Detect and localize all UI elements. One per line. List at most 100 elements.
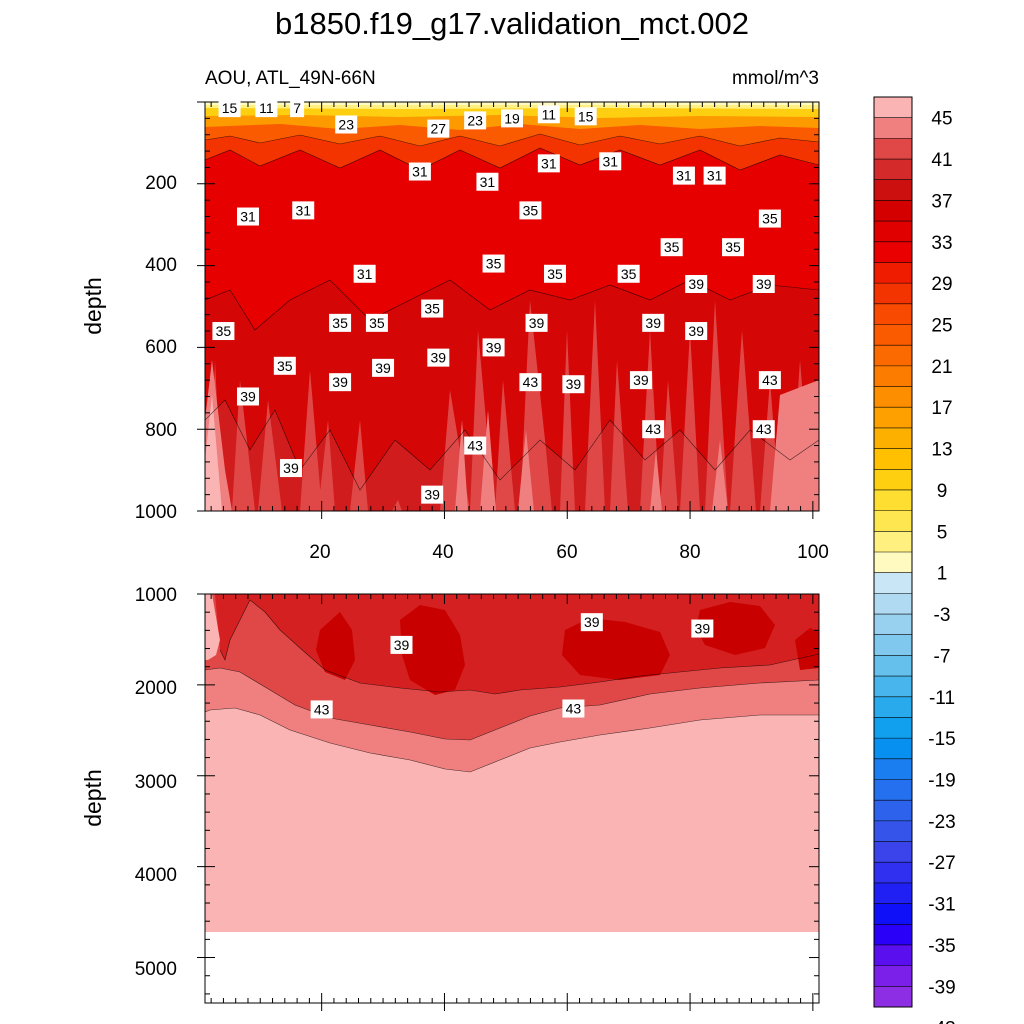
contour-label: 7 xyxy=(290,99,305,118)
contour-label: 39 xyxy=(390,635,413,654)
contour-label-text: 19 xyxy=(504,110,520,126)
contour-label-box xyxy=(574,107,597,126)
contour-label-box xyxy=(672,166,695,185)
contour-label: 23 xyxy=(335,115,358,134)
upper-contour-labels: 15 11 7 23 27 23 19 11 15 31 31 31 31 31 31 31 31 35 35 35 3… xyxy=(212,99,781,504)
contour-label: 31 xyxy=(599,152,622,171)
colorbar: 45 41 37 33 29 25 21 17 13 9 5 1 -3 -7 -11 -15 -19 -23 -27… xyxy=(873,96,956,1024)
colorbar-swatch xyxy=(874,903,912,925)
contour-label-text: 39 xyxy=(486,339,502,355)
y-tick-label: 1000 xyxy=(135,502,177,523)
contour-label-text: 35 xyxy=(277,358,293,374)
colorbar-swatch xyxy=(874,489,912,511)
colorbar-swatch xyxy=(874,159,912,181)
contour-label-box xyxy=(464,111,487,130)
contour-label-text: 39 xyxy=(688,323,704,339)
colorbar-swatch xyxy=(874,552,912,573)
contour-label: 31 xyxy=(703,166,726,185)
contour-label: 39 xyxy=(525,313,548,332)
contour-label-box xyxy=(236,207,259,226)
contour-label-text: 39 xyxy=(695,621,711,637)
contour-label: 35 xyxy=(758,209,781,228)
y-tick-label: 3000 xyxy=(135,772,177,793)
contour-label-box xyxy=(218,99,241,118)
contour-label: 35 xyxy=(660,238,683,257)
contour-label-text: 43 xyxy=(566,701,582,717)
contour-label: 39 xyxy=(685,322,708,341)
contour-label: 43 xyxy=(310,700,333,719)
contour-label-text: 31 xyxy=(357,266,373,282)
contour-label-box xyxy=(525,313,548,332)
contour-label: 23 xyxy=(464,111,487,130)
contour-label: 31 xyxy=(408,162,431,181)
contour-label-text: 35 xyxy=(523,202,539,218)
colorbar-swatch xyxy=(874,448,912,470)
fill-region xyxy=(400,605,465,695)
fill-region xyxy=(205,395,222,511)
contour-label-text: 23 xyxy=(338,116,354,132)
colorbar-swatch xyxy=(874,676,912,698)
fill-region xyxy=(696,602,775,655)
contour-label: 27 xyxy=(427,119,450,138)
colorbar-label: -31 xyxy=(928,895,955,916)
colorbar-label: 1 xyxy=(937,564,948,585)
colorbar-swatch xyxy=(874,179,912,201)
colorbar-label: -19 xyxy=(928,771,955,792)
lower-contour-fill xyxy=(205,594,819,1003)
colorbar-label: 45 xyxy=(931,109,952,130)
colorbar-swatch xyxy=(874,820,912,842)
y-tick-label: 400 xyxy=(145,255,177,276)
contour-label-text: 35 xyxy=(725,239,741,255)
contour-label-text: 35 xyxy=(332,315,348,331)
contour-label-text: 31 xyxy=(240,209,256,225)
fill-region xyxy=(210,300,812,511)
missing-data-region xyxy=(205,932,819,1003)
contour-label-box xyxy=(482,338,505,357)
colorbar-label: -23 xyxy=(928,812,955,833)
contour-label-box xyxy=(703,166,726,185)
fill-region xyxy=(562,618,670,680)
contour-label-box xyxy=(290,99,305,118)
lower-contour-labels: 39 39 39 43 43 xyxy=(310,613,714,719)
contour-label: 31 xyxy=(236,207,259,226)
y-tick-label: 800 xyxy=(145,420,177,441)
contour-label: 39 xyxy=(752,275,775,294)
colorbar-swatch xyxy=(874,262,912,284)
contour-label-text: 35 xyxy=(424,301,440,317)
contour-label-text: 43 xyxy=(523,374,539,390)
contour-label: 35 xyxy=(482,254,505,273)
colorbar-swatch xyxy=(874,758,912,780)
contour-label: 43 xyxy=(519,373,542,392)
contour-label: 43 xyxy=(752,420,775,439)
contour-label: 35 xyxy=(365,313,388,332)
colorbar-label: 33 xyxy=(931,233,952,254)
colorbar-swatch xyxy=(874,634,912,656)
contour-label-box xyxy=(427,119,450,138)
y-tick-label: 2000 xyxy=(135,678,177,699)
contour-label: 39 xyxy=(580,613,603,632)
contour-label-box xyxy=(353,264,376,283)
colorbar-swatch xyxy=(874,531,912,553)
contour-label: 43 xyxy=(562,699,585,718)
contour-label-box xyxy=(408,162,431,181)
colorbar-label: 25 xyxy=(931,316,952,337)
contour-label-box xyxy=(421,299,444,318)
y-tick-label: 4000 xyxy=(135,865,177,886)
contour-label-text: 11 xyxy=(259,100,274,116)
contour-label-box xyxy=(329,313,352,332)
upper-panel: 200 400 600 800 1000 20 40 60 80 100 dep… xyxy=(80,99,829,563)
y-tick-label: 5000 xyxy=(135,959,177,980)
contour-label-text: 31 xyxy=(602,153,618,169)
upper-plot-frame xyxy=(204,101,820,512)
contour-label-box xyxy=(464,436,487,455)
fill-region xyxy=(205,102,819,105)
colorbar-swatch xyxy=(874,241,912,263)
contour-label: 35 xyxy=(722,238,745,257)
lower-plot-frame xyxy=(204,593,820,1004)
colorbar-swatch xyxy=(874,324,912,346)
contour-label-text: 39 xyxy=(633,372,649,388)
fill-region xyxy=(215,594,819,694)
colorbar-swatch xyxy=(874,924,912,946)
x-tick-label: 40 xyxy=(432,542,453,563)
contour-label-text: 39 xyxy=(283,460,299,476)
